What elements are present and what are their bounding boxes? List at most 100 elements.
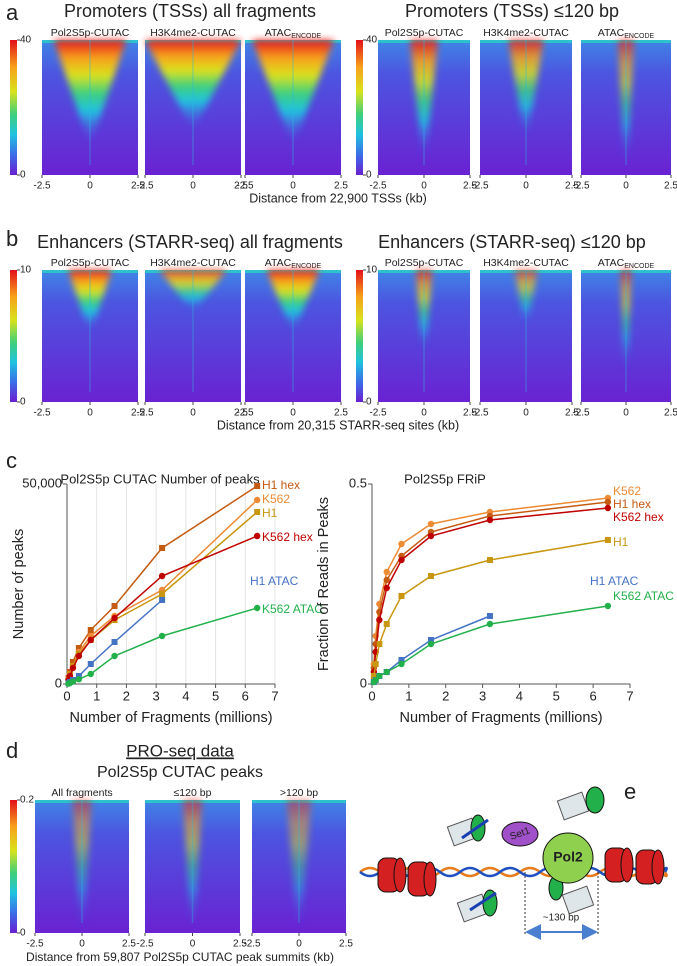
x-axis-label: Distance from 59,807 Pol2S5p CUTAC peak … (26, 950, 334, 964)
x-tick-label: -2.5 (471, 408, 489, 419)
series-label: K562 ATAC (262, 602, 323, 616)
marker (383, 568, 390, 576)
x-tick-label: 0 (87, 408, 93, 419)
heatmap-signal (159, 270, 227, 310)
marker (398, 540, 405, 548)
track-subscript: ENCODE (291, 33, 321, 40)
marker (376, 641, 383, 647)
marker (75, 673, 82, 679)
marker (69, 659, 76, 665)
track-label: H3K4me2-CUTAC (483, 257, 569, 269)
x-tick-label: -2.5 (572, 181, 590, 192)
marker (253, 532, 261, 540)
heatmap-signal (72, 800, 92, 927)
marker (75, 652, 83, 660)
track-subscript: ENCODE (624, 263, 654, 270)
track-name: ≤120 bp (174, 787, 212, 799)
x-tick-label: 0 (63, 688, 70, 703)
track-label: H3K4me2-CUTAC (483, 27, 569, 39)
colorbar-tick-label: 0 (20, 170, 26, 181)
x-tick-label: 0 (623, 408, 629, 419)
x-tick-label: 2.5 (234, 181, 248, 192)
series-line (373, 615, 491, 683)
marker (383, 584, 390, 592)
x-tick-label: 2.5 (565, 408, 579, 419)
x-tick-label: 1 (405, 688, 412, 703)
track-name: H3K4me2-CUTAC (483, 27, 569, 39)
y-axis-label: Fraction of Reads in Peaks (316, 497, 332, 671)
marker (398, 660, 405, 668)
marker (111, 652, 118, 660)
heading: PRO-seq data (126, 741, 234, 760)
heatmap-signal (514, 270, 538, 323)
x-tick-label: 0 (190, 181, 196, 192)
x-tick-label: 6 (242, 688, 249, 703)
marker (159, 545, 166, 551)
y-tick-label: 50,000 (22, 475, 62, 490)
track-name: All fragments (51, 787, 112, 799)
marker (427, 520, 435, 528)
marker (159, 597, 166, 603)
x-axis-label: Distance from 20,315 STARR-seq sites (kb… (217, 418, 459, 432)
colorbar-tick-label: 0 (20, 928, 26, 939)
marker (87, 661, 94, 667)
heatmap-signal (252, 40, 334, 142)
marker (604, 504, 612, 512)
track-label: ATACENCODE (265, 27, 322, 40)
heatmap-signal (266, 270, 320, 330)
x-tick-label: 0 (290, 408, 296, 419)
heatmap-title: Pol2S5p CUTAC peaks (97, 764, 263, 781)
track-name: H3K4me2-CUTAC (483, 257, 569, 269)
x-tick-label: 0 (290, 181, 296, 192)
marker (486, 620, 494, 628)
x-tick-label: -2.5 (136, 181, 154, 192)
x-tick-label: -2.5 (471, 181, 489, 192)
y-tick-label: 0 (360, 675, 367, 690)
series-line (373, 539, 609, 677)
marker (372, 661, 379, 667)
nucleosomes (377, 847, 665, 897)
x-tick-label: 0 (368, 688, 375, 703)
x-tick-label: 0 (523, 408, 529, 419)
series-label: K562 hex (613, 510, 664, 524)
marker (427, 532, 435, 540)
x-tick-label: 2 (442, 688, 449, 703)
x-tick-label: 5 (212, 688, 219, 703)
x-tick-label: 7 (271, 688, 278, 703)
track-name: ATAC (598, 257, 625, 269)
x-tick-label: 0 (623, 181, 629, 192)
heatmap-title: Promoters (TSSs) ≤120 bp (405, 1, 619, 21)
x-tick-label: 7 (626, 688, 633, 703)
x-tick-label: -2.5 (369, 408, 387, 419)
colorbar (356, 40, 363, 175)
x-tick-label: 2.5 (233, 939, 247, 950)
heatmap-signal (54, 40, 126, 142)
series-label: K562 hex (262, 530, 313, 544)
x-tick-label: 4 (516, 688, 523, 703)
series-line (373, 497, 608, 665)
marker (75, 676, 83, 683)
marker (75, 645, 82, 651)
y-axis-label: Number of peaks (11, 529, 27, 639)
track-label: ≤120 bp (174, 787, 212, 799)
track-name: ATAC (265, 257, 292, 269)
marker (370, 673, 377, 679)
colorbar (10, 800, 17, 933)
series-label: K562 (262, 492, 290, 506)
x-tick-label: 4 (182, 688, 189, 703)
track-label: Pol2S5p-CUTAC (51, 27, 130, 39)
x-tick-label: 2.5 (664, 408, 677, 419)
y-tick-label: 0.5 (349, 475, 367, 490)
x-tick-label: 2 (123, 688, 130, 703)
marker (486, 516, 494, 524)
marker (254, 483, 261, 489)
colorbar-tick-label: 10 (366, 265, 378, 276)
x-tick-label: 2.5 (122, 939, 136, 950)
chart-title: Pol2S5p FRiP (404, 471, 486, 486)
x-tick-label: 0 (87, 181, 93, 192)
track-label: Pol2S5p-CUTAC (51, 257, 130, 269)
x-tick-label: -2.5 (33, 408, 51, 419)
track-label: Pol2S5p-CUTAC (385, 257, 464, 269)
track-label: H3K4me2-CUTAC (150, 27, 236, 39)
x-tick-label: -2.5 (136, 939, 154, 950)
